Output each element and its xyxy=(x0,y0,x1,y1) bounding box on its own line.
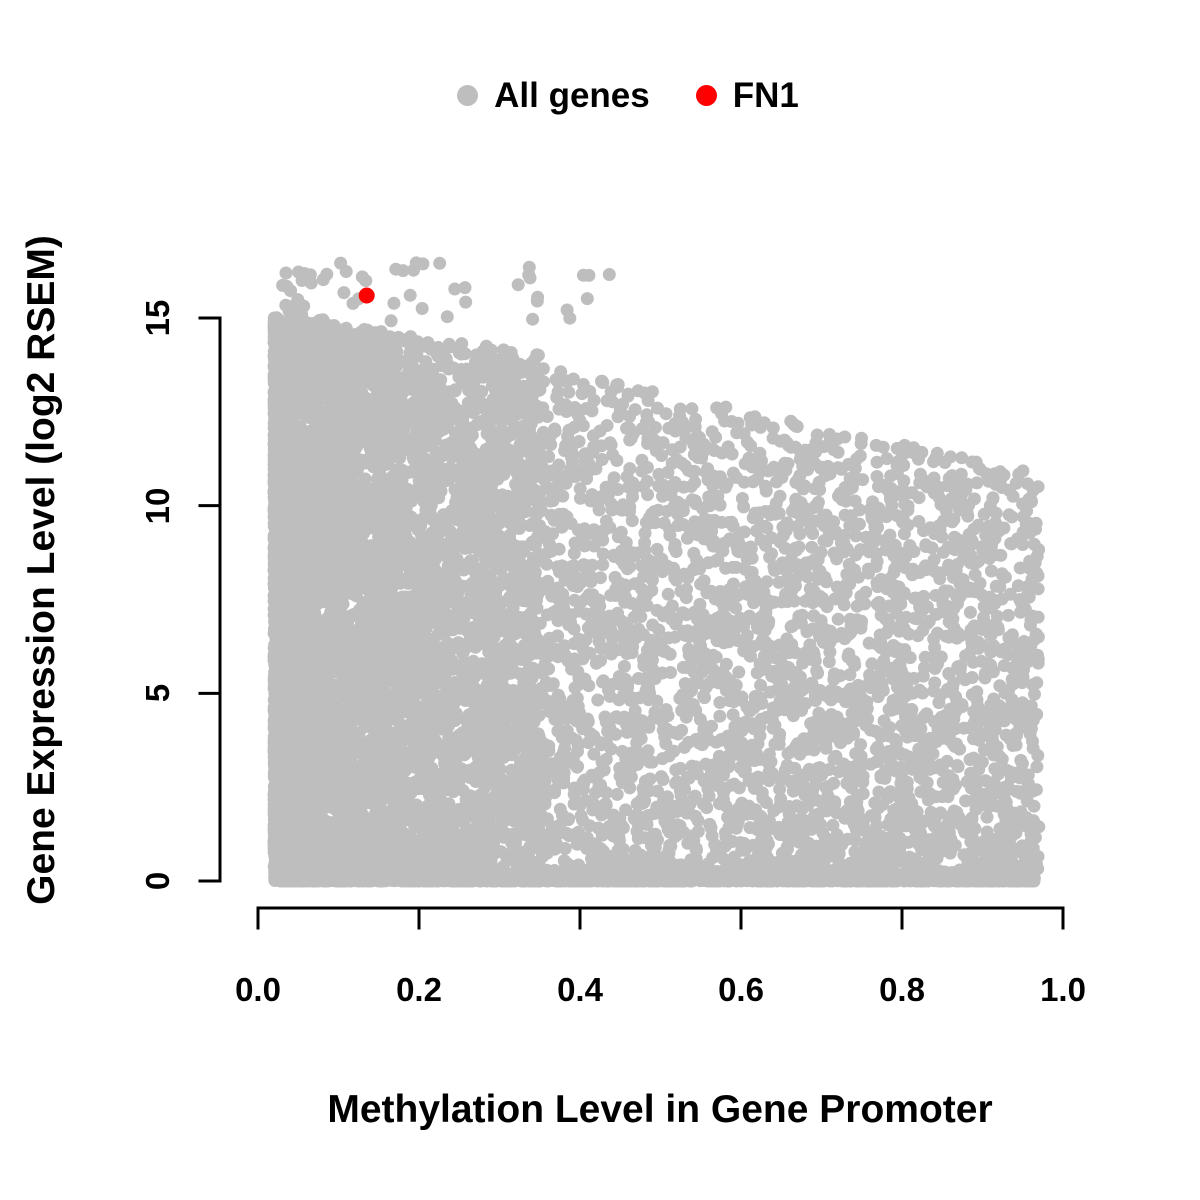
fn1-data-point xyxy=(358,287,375,304)
scatter-points-all-genes xyxy=(267,256,1046,888)
y-tick-label-3: 15 xyxy=(139,299,176,337)
legend-label-fn1: FN1 xyxy=(732,76,799,115)
x-tick-label-0: 0.0 xyxy=(235,971,281,1008)
legend-item-fn1: FN1 xyxy=(695,76,799,115)
x-tick-label-2: 0.4 xyxy=(557,971,603,1008)
legend-item-all-genes: All genes xyxy=(457,78,650,113)
x-tick-label-3: 0.6 xyxy=(718,971,764,1008)
x-tick-label-1: 0.2 xyxy=(396,971,442,1008)
fn1-dot-icon xyxy=(695,85,717,106)
x-tick-label-5: 1.0 xyxy=(1040,971,1086,1008)
legend: All genes FN1 xyxy=(28,78,1200,113)
y-tick-label-2: 10 xyxy=(139,487,176,525)
legend-label-all-genes: All genes xyxy=(494,76,650,115)
axes xyxy=(198,316,1065,930)
x-axis-title: Methylation Level in Gene Promoter xyxy=(327,1088,993,1131)
y-tick-label-1: 5 xyxy=(139,684,176,703)
y-tick-label-0: 0 xyxy=(139,871,176,891)
all-genes-dot-icon xyxy=(457,85,479,106)
scatter-point-fn1 xyxy=(358,287,375,304)
x-tick-label-4: 0.8 xyxy=(879,971,925,1008)
y-axis-title: Gene Expression Level (log2 RSEM) xyxy=(20,235,63,905)
